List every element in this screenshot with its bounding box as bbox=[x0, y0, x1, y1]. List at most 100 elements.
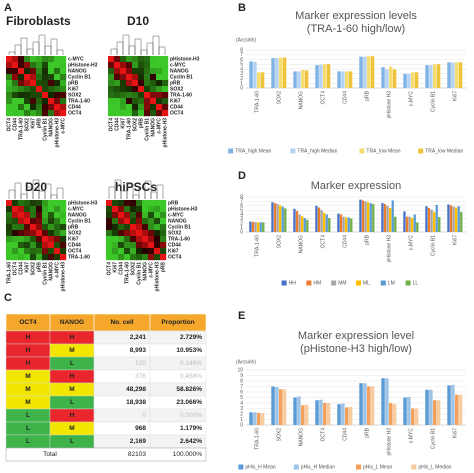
bar bbox=[389, 66, 393, 88]
heatmap-cell bbox=[148, 236, 155, 243]
heatmap-cell bbox=[54, 200, 61, 207]
heatmap-cell bbox=[36, 248, 43, 255]
bar bbox=[457, 206, 460, 232]
heatmap-cell bbox=[12, 80, 19, 87]
heatmap-cell bbox=[130, 206, 137, 213]
heatmap-cell bbox=[112, 218, 119, 225]
heatmap-cell bbox=[42, 86, 49, 93]
heatmap-cell bbox=[108, 86, 115, 93]
bar bbox=[304, 404, 309, 425]
bar bbox=[341, 71, 345, 88]
bar bbox=[451, 384, 455, 425]
legend-swatch bbox=[359, 148, 365, 154]
bar bbox=[345, 407, 349, 425]
heatmap-cell bbox=[24, 104, 31, 111]
table-text: 0.146% bbox=[180, 360, 202, 367]
row-label: Ki67 bbox=[68, 236, 79, 242]
heatmap-cell bbox=[144, 110, 151, 117]
heatmap-cell bbox=[24, 92, 31, 99]
heatmap-cell bbox=[108, 62, 115, 69]
heatmap-cell bbox=[156, 86, 163, 93]
heatmap-cell bbox=[24, 218, 31, 225]
bar bbox=[455, 394, 459, 425]
bar bbox=[275, 387, 279, 425]
x-tick-label: pHistone H3 bbox=[386, 428, 392, 456]
row-label: c-MYC bbox=[170, 62, 186, 68]
heatmap-cell bbox=[124, 200, 131, 207]
heatmap-cell bbox=[118, 248, 125, 255]
heatmap-cell bbox=[42, 218, 49, 225]
heatmap-cell bbox=[108, 104, 115, 111]
y-tick-label: 7 bbox=[240, 384, 243, 390]
bar bbox=[293, 71, 297, 88]
heatmap-cell bbox=[6, 236, 13, 243]
dendrogram bbox=[126, 183, 134, 199]
heatmap-cell bbox=[142, 200, 149, 207]
heatmap-cell bbox=[60, 110, 67, 117]
bar bbox=[271, 202, 274, 232]
bar bbox=[293, 397, 297, 425]
heatmap-cell bbox=[118, 206, 125, 213]
bar bbox=[342, 216, 345, 232]
x-tick-label: Cyclin B1 bbox=[430, 428, 436, 449]
heatmap-cell bbox=[60, 74, 67, 81]
heatmap-cell bbox=[160, 230, 167, 237]
heatmap-cell bbox=[112, 242, 119, 249]
bar bbox=[363, 56, 367, 88]
table-text: 23.066% bbox=[176, 399, 202, 406]
heatmap-cell bbox=[112, 212, 119, 219]
bar bbox=[301, 216, 304, 232]
x-tick-label: c-MYC bbox=[408, 428, 414, 444]
heatmap-cell bbox=[12, 230, 19, 237]
heatmap-cell bbox=[120, 104, 127, 111]
bar bbox=[416, 222, 419, 232]
column-label: NANOG bbox=[142, 262, 148, 281]
heatmap-cell bbox=[48, 200, 55, 207]
heatmap-cell bbox=[54, 230, 61, 237]
bar bbox=[427, 207, 431, 232]
x-tick-label: pRB bbox=[364, 427, 370, 437]
column-label: c-MYC bbox=[60, 118, 66, 134]
heatmap-cell bbox=[156, 80, 163, 87]
column-label: c-MYC bbox=[156, 118, 162, 134]
legend-swatch bbox=[411, 464, 417, 470]
heatmap-cell bbox=[60, 98, 67, 105]
heatmap-cell bbox=[126, 110, 133, 117]
heatmap-cell bbox=[126, 74, 133, 81]
bar bbox=[455, 207, 458, 232]
bar bbox=[407, 396, 411, 425]
heatmap-cell bbox=[36, 206, 43, 213]
bar bbox=[348, 71, 353, 88]
heatmap-cell bbox=[6, 230, 13, 237]
bar bbox=[367, 56, 371, 88]
heatmap-cell bbox=[132, 92, 139, 99]
legend-swatch bbox=[293, 464, 299, 470]
column-label: Cyclin B1 bbox=[42, 118, 48, 141]
heatmap-cell bbox=[120, 74, 127, 81]
heatmap-cell bbox=[12, 248, 19, 255]
heatmap-cell bbox=[36, 236, 43, 243]
heatmap-cell bbox=[126, 56, 133, 63]
column-label: Ki67 bbox=[112, 262, 118, 273]
heatmap-cell bbox=[60, 218, 67, 225]
heatmap-cell bbox=[6, 80, 13, 87]
legend-swatch bbox=[331, 280, 337, 286]
bar bbox=[297, 71, 301, 88]
heatmap-cell bbox=[118, 218, 125, 225]
heatmap-cell bbox=[108, 98, 115, 105]
x-tick-label: c-MYC bbox=[408, 235, 414, 251]
heatmap-cell bbox=[18, 56, 25, 63]
table-text: 2.729% bbox=[180, 334, 202, 341]
row-label: OCT4 bbox=[168, 254, 182, 260]
row-label: TRA-1-60 bbox=[168, 236, 190, 242]
x-tick-label: SOX2 bbox=[276, 91, 282, 105]
column-label: Ki67 bbox=[24, 262, 30, 273]
heatmap-cell bbox=[144, 74, 151, 81]
heatmap-cell bbox=[132, 80, 139, 87]
panel-letter: A bbox=[4, 2, 12, 14]
heatmap-cell bbox=[150, 62, 157, 69]
bar bbox=[315, 400, 319, 425]
heatmap-cell bbox=[48, 92, 55, 99]
bar bbox=[447, 204, 450, 232]
panel-letter: C bbox=[4, 292, 12, 304]
